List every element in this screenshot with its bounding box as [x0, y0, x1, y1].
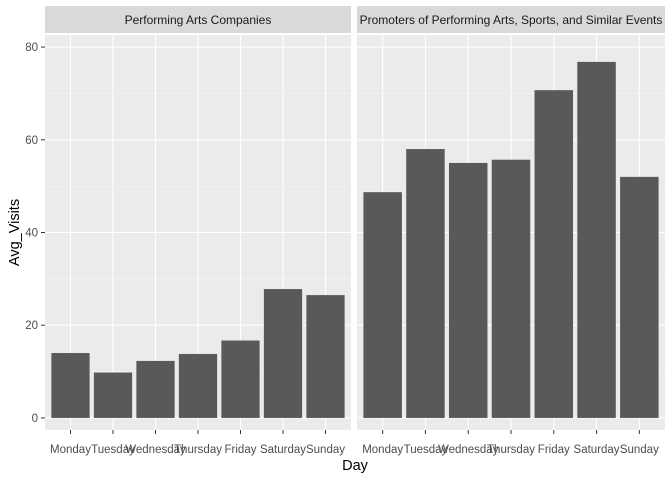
bar: [306, 295, 345, 418]
bar: [577, 61, 616, 418]
facet-title: Promoters of Performing Arts, Sports, an…: [360, 13, 663, 27]
x-tick-label: Saturday: [260, 444, 306, 456]
x-tick-label: Thursday: [487, 444, 535, 456]
y-tick-label: 60: [25, 135, 38, 147]
x-tick-label: Monday: [362, 444, 403, 456]
facet-strip: [357, 6, 665, 33]
x-tick-label: Wednesday: [125, 444, 186, 456]
x-tick-label: Friday: [538, 444, 570, 456]
y-tick-label: 80: [25, 42, 38, 54]
x-tick-label: Friday: [225, 444, 257, 456]
bar: [263, 289, 303, 418]
facet-strip: [45, 6, 351, 33]
bar: [448, 162, 488, 418]
x-tick-label: Tuesday: [91, 444, 135, 456]
x-tick-label: Wednesday: [438, 444, 499, 456]
y-tick-label: 40: [25, 228, 38, 240]
x-tick-label: Thursday: [174, 444, 222, 456]
x-tick-label: Sunday: [620, 444, 659, 456]
bar: [221, 340, 260, 418]
y-tick-label: 20: [25, 320, 38, 332]
bar: [93, 372, 133, 418]
x-tick-label: Tuesday: [404, 444, 448, 456]
bar: [620, 176, 659, 418]
bar: [178, 353, 218, 418]
bar: [534, 90, 574, 418]
bar: [363, 192, 402, 418]
x-axis-title: Day: [342, 458, 369, 474]
facet-panel: Promoters of Performing Arts, Sports, an…: [357, 6, 665, 456]
x-tick-label: Sunday: [306, 444, 345, 456]
y-axis-title: Avg_Visits: [7, 199, 23, 266]
facet-title: Performing Arts Companies: [125, 13, 272, 27]
y-axis: 0 20 40 60 80: [25, 42, 45, 425]
bar: [136, 360, 175, 418]
facet-panel: Performing Arts Companies Monday TuesdayWe…: [45, 6, 351, 456]
y-tick-label: 0: [32, 413, 38, 425]
bar: [51, 353, 90, 418]
bar: [491, 159, 531, 418]
x-tick-label: Saturday: [574, 444, 620, 456]
bar: [406, 149, 445, 418]
x-tick-label: Monday: [50, 444, 91, 456]
